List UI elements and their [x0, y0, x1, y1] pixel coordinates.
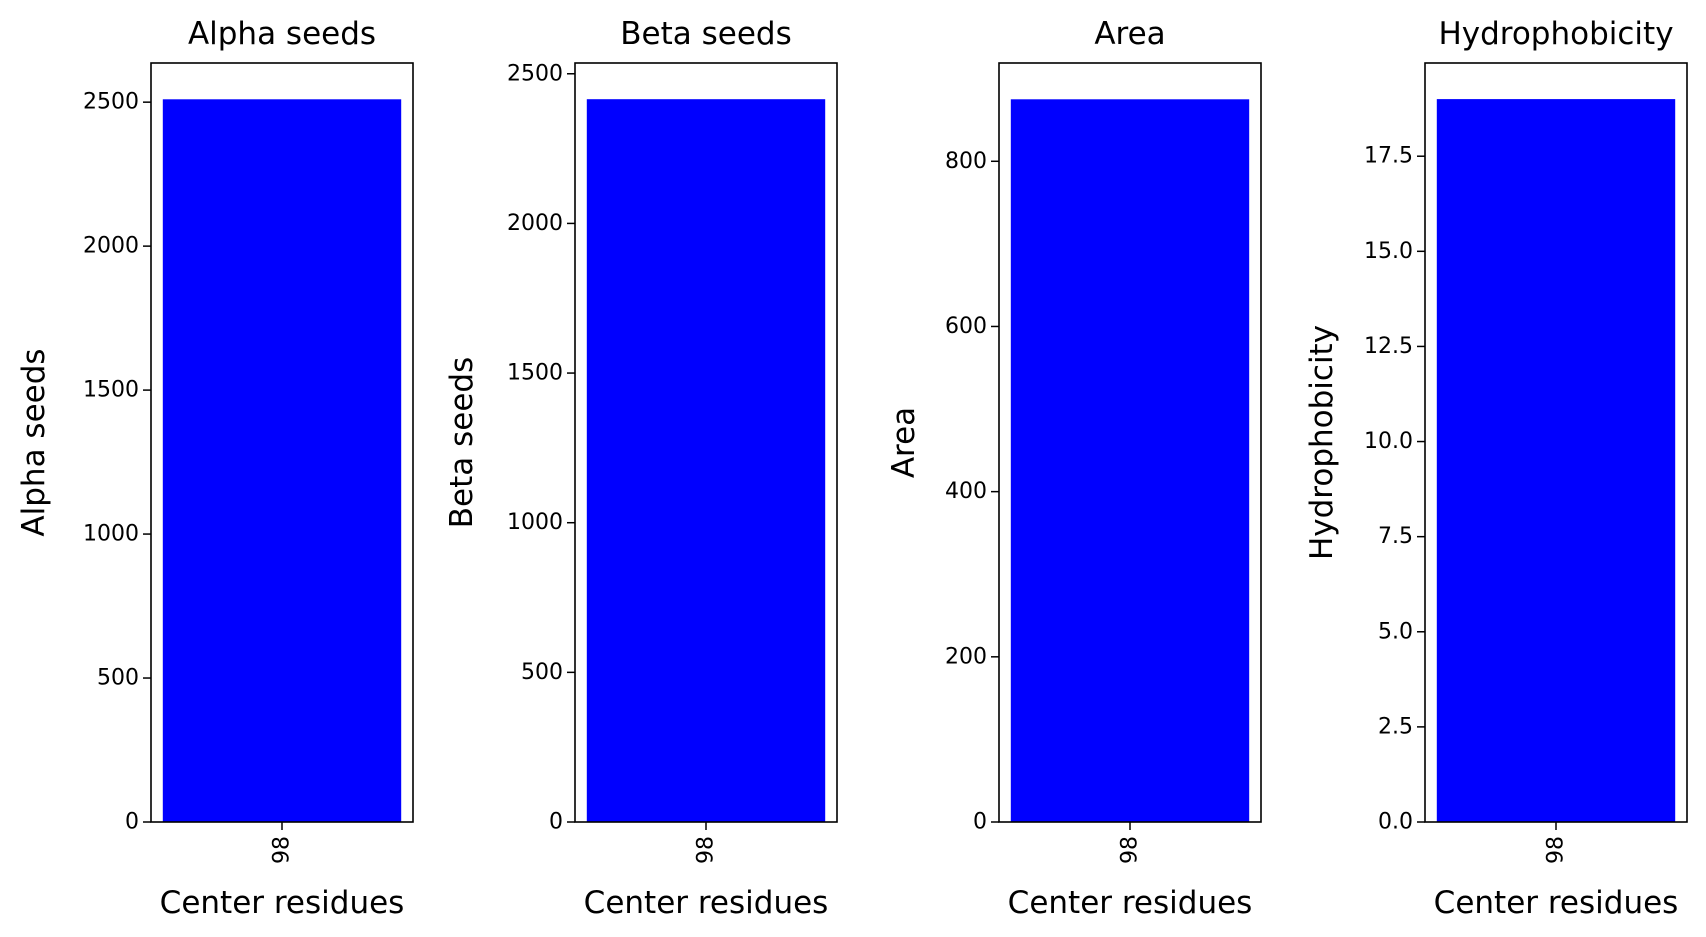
y-tick-label: 200 — [945, 644, 987, 669]
y-tick-label: 800 — [945, 149, 987, 174]
y-axis-label: Hydrophobicity — [1304, 325, 1340, 560]
y-tick-label: 2000 — [507, 211, 563, 236]
y-tick-label: 600 — [945, 314, 987, 339]
subplot-3: 98 0 200 400 600 800 Area Center residues Area — [886, 16, 1262, 921]
bar — [586, 99, 826, 822]
y-tick-label: 0 — [973, 810, 987, 835]
bar — [162, 99, 402, 823]
y-tick-label: 7.5 — [1378, 524, 1413, 549]
y-tick-label: 15.0 — [1364, 239, 1413, 264]
subplot-1: 98 0 500 1000 1500 2000 2500 Alpha seeds Center … — [16, 16, 414, 921]
x-axis-label: Center residues — [584, 885, 829, 921]
axes-frame — [574, 62, 838, 823]
x-axis-label: Center residues — [1434, 885, 1679, 921]
y-tick-label: 12.5 — [1364, 334, 1413, 359]
y-tick-label: 1500 — [507, 361, 563, 386]
y-tick-label: 1500 — [83, 378, 139, 403]
y-tick-label: 1000 — [83, 522, 139, 547]
x-axis-label: Center residues — [160, 885, 405, 921]
x-tick-label: 98 — [1118, 836, 1143, 864]
y-tick-label: 500 — [97, 666, 139, 691]
chart-title: Hydrophobicity — [1438, 16, 1673, 52]
y-axis-label: Beta seeds — [444, 357, 480, 528]
bar — [1436, 99, 1676, 823]
y-tick-label: 2500 — [83, 90, 139, 115]
y-axis-label: Alpha seeds — [16, 348, 52, 536]
y-tick-label: 0 — [549, 810, 563, 835]
x-tick-label: 98 — [270, 836, 295, 864]
subplot-4: 98 0.0 2.5 5.0 7.5 10.0 12.5 15.0 17.5 Hydrophobi… — [1304, 16, 1688, 921]
y-tick-label: 2.5 — [1378, 714, 1413, 739]
chart-title: Alpha seeds — [188, 16, 376, 52]
y-tick-label: 10.0 — [1364, 429, 1413, 454]
y-tick-label: 1000 — [507, 510, 563, 535]
y-tick-label: 500 — [521, 660, 563, 685]
y-axis-label: Area — [886, 407, 922, 478]
y-tick-label: 0 — [125, 810, 139, 835]
y-tick-label: 2000 — [83, 234, 139, 259]
y-tick-label: 0.0 — [1378, 810, 1413, 835]
x-tick-label: 98 — [1544, 836, 1569, 864]
x-tick-label: 98 — [694, 836, 719, 864]
subplot-2: 98 0 500 1000 1500 2000 2500 Beta seeds Center r… — [444, 16, 838, 921]
x-axis-label: Center residues — [1008, 885, 1253, 921]
bar — [1010, 99, 1250, 823]
y-tick-label: 17.5 — [1364, 144, 1413, 169]
axes-frame — [1424, 62, 1688, 823]
chart-title: Beta seeds — [620, 16, 791, 52]
y-tick-label: 5.0 — [1378, 619, 1413, 644]
chart-title: Area — [1094, 16, 1165, 52]
y-tick-label: 400 — [945, 479, 987, 504]
y-tick-label: 2500 — [507, 61, 563, 86]
axes-frame — [150, 62, 414, 823]
axes-frame — [998, 62, 1262, 823]
